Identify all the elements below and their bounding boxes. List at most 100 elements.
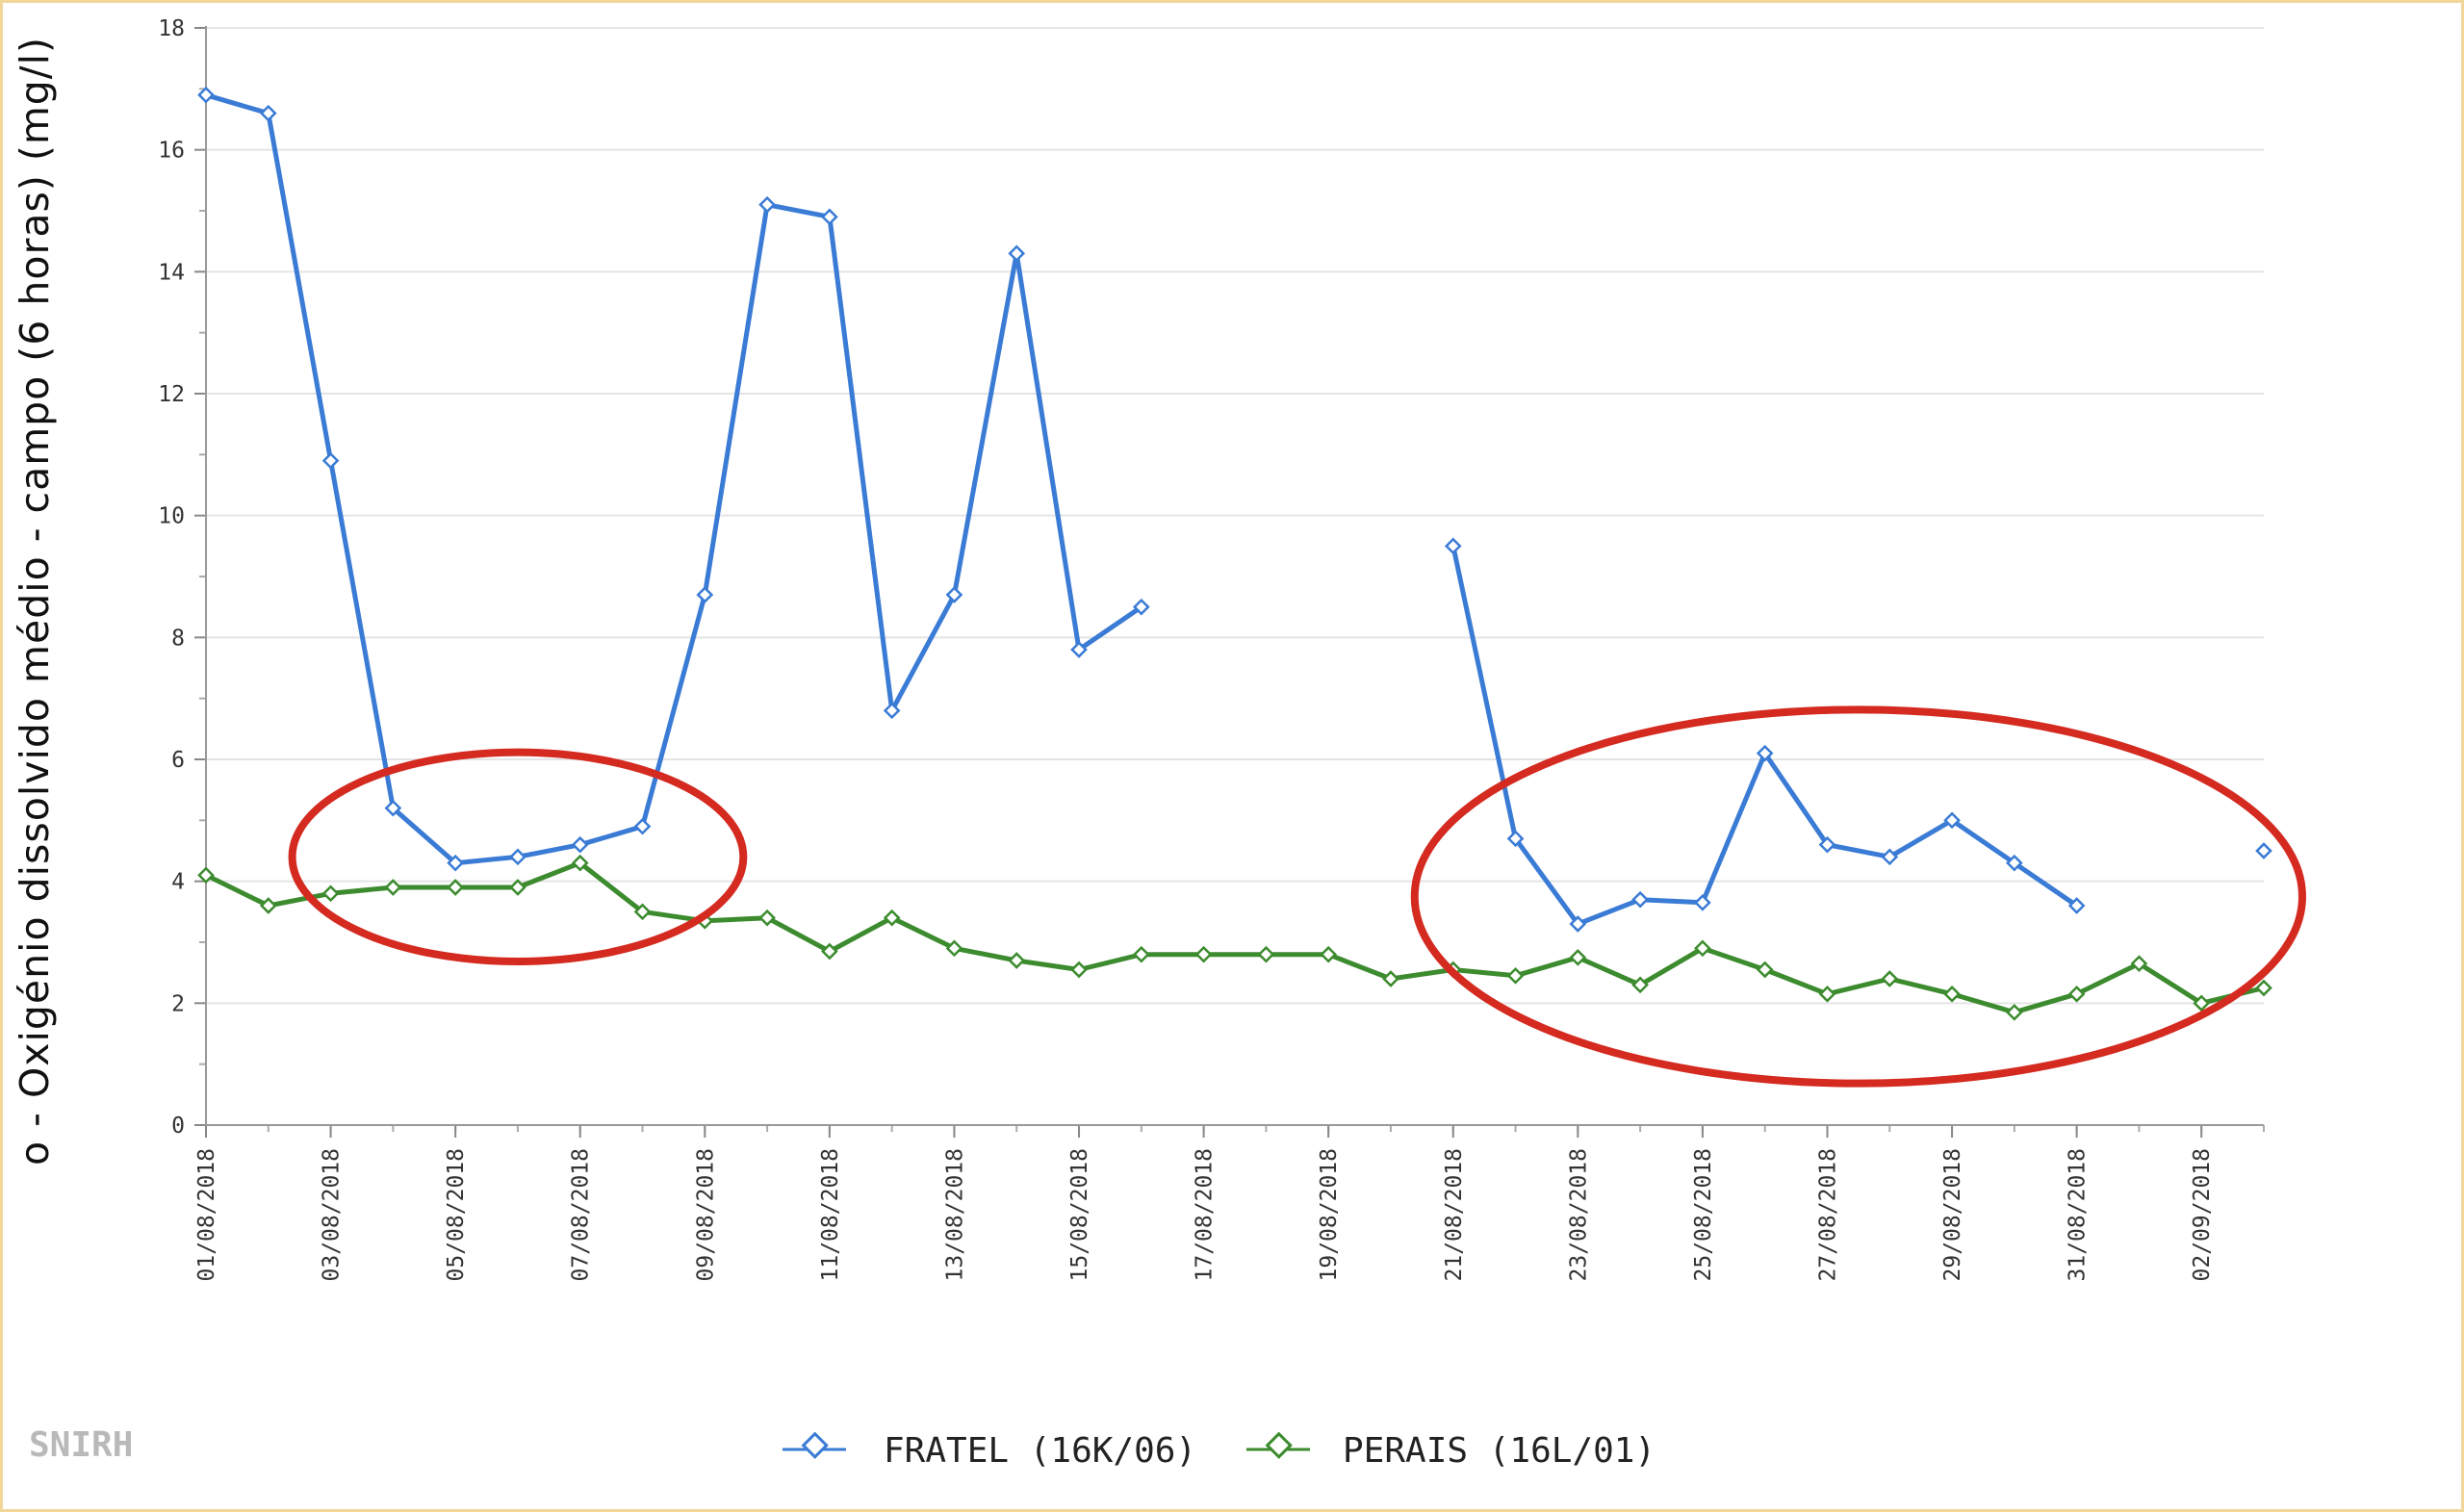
data-point xyxy=(509,879,526,896)
data-point xyxy=(945,939,963,958)
data-point xyxy=(1881,848,1899,866)
data-point xyxy=(321,884,340,903)
x-tick-label: 21/08/2018 xyxy=(1442,1148,1467,1281)
y-axis-ticks: 0 2 4 6 8 10 12 14 16 18 xyxy=(158,16,206,1139)
x-tick-label: 09/08/2018 xyxy=(693,1148,718,1281)
data-point xyxy=(1943,985,1961,1003)
data-point xyxy=(883,702,901,720)
x-axis-ticks: 01/08/2018 03/08/2018 05/08/2018 07/08/2018… xyxy=(194,1125,2265,1281)
y-tick-label: 12 xyxy=(158,382,185,407)
highlight-ellipse xyxy=(1410,705,2306,1088)
data-point xyxy=(1818,835,1836,854)
data-point xyxy=(1756,961,1774,979)
x-tick-label: 23/08/2018 xyxy=(1566,1148,1591,1281)
data-point xyxy=(821,942,838,961)
y-axis-label: o - Oxigénio dissolvido médio - campo (6… xyxy=(12,37,58,1166)
data-point xyxy=(197,866,215,884)
x-tick-label: 29/08/2018 xyxy=(1940,1148,1965,1281)
data-point xyxy=(2006,1003,2023,1021)
x-tick-label: 25/08/2018 xyxy=(1691,1148,1716,1281)
data-point xyxy=(1569,948,1587,966)
data-point xyxy=(2255,842,2272,859)
x-tick-label: 17/08/2018 xyxy=(1193,1148,1218,1281)
data-point xyxy=(945,586,963,603)
data-point xyxy=(633,903,652,921)
x-tick-label: 05/08/2018 xyxy=(444,1148,469,1281)
dissolved-oxygen-line-chart: 0 2 4 6 8 10 12 14 16 18 01/08/2018 03/08/2018 05/0… xyxy=(12,16,2306,1471)
y-tick-label: 2 xyxy=(171,991,185,1016)
data-point xyxy=(1132,945,1150,963)
data-point xyxy=(384,799,402,817)
grid-lines xyxy=(206,27,2264,1005)
y-tick-label: 8 xyxy=(171,626,185,651)
data-point xyxy=(2255,979,2272,997)
y-tick-label: 10 xyxy=(158,504,185,529)
y-tick-label: 6 xyxy=(171,748,185,773)
legend-marker-perais xyxy=(1265,1431,1293,1459)
data-point xyxy=(821,208,838,226)
data-point xyxy=(571,835,589,854)
x-tick-label: 03/08/2018 xyxy=(320,1148,345,1281)
x-tick-label: 11/08/2018 xyxy=(818,1148,843,1281)
x-tick-label: 31/08/2018 xyxy=(2066,1148,2091,1281)
data-point xyxy=(447,854,464,872)
data-point xyxy=(1694,893,1711,911)
data-point xyxy=(1008,244,1026,263)
data-point xyxy=(2130,955,2148,973)
data-point xyxy=(1320,945,1338,963)
data-point xyxy=(197,86,215,104)
data-point xyxy=(1194,945,1213,963)
highlight-ellipse xyxy=(288,748,748,965)
data-point xyxy=(2193,994,2211,1012)
series-0 xyxy=(197,86,2272,933)
data-point xyxy=(1257,945,1275,963)
data-point xyxy=(259,104,277,122)
x-tick-label: 19/08/2018 xyxy=(1317,1148,1342,1281)
legend-item-fratel: FRATEL (16K/06) xyxy=(783,1431,1196,1471)
data-point xyxy=(758,195,776,214)
data-point xyxy=(1569,915,1587,933)
data-point xyxy=(1132,598,1150,616)
data-point xyxy=(1070,641,1088,658)
x-tick-label: 15/08/2018 xyxy=(1067,1148,1092,1281)
x-tick-label: 27/08/2018 xyxy=(1815,1148,1840,1281)
data-point xyxy=(571,854,589,872)
y-tick-label: 14 xyxy=(158,260,185,285)
data-point xyxy=(883,909,901,927)
data-point xyxy=(2006,854,2023,872)
brand-watermark: SNIRH xyxy=(29,1425,133,1465)
legend: FRATEL (16K/06) PERAIS (16L/01) xyxy=(783,1431,1656,1471)
data-point xyxy=(1881,970,1899,987)
data-point xyxy=(1070,961,1088,979)
data-point xyxy=(1818,985,1836,1003)
legend-item-perais: PERAIS (16L/01) xyxy=(1246,1431,1656,1471)
x-tick-label: 02/09/2018 xyxy=(2190,1148,2215,1281)
series-line-segment xyxy=(205,92,1143,866)
series-layer xyxy=(197,86,2272,1021)
data-point xyxy=(321,451,340,470)
highlight-ellipses xyxy=(288,705,2306,1088)
data-point xyxy=(1506,966,1525,985)
legend-label-fratel: FRATEL (16K/06) xyxy=(884,1431,1196,1471)
series-line-segment xyxy=(1450,545,2079,927)
y-tick-label: 0 xyxy=(171,1114,185,1139)
y-tick-label: 18 xyxy=(158,16,185,41)
y-tick-label: 4 xyxy=(171,870,185,895)
data-point xyxy=(509,848,526,866)
data-point xyxy=(1382,970,1399,987)
data-point xyxy=(1506,830,1525,848)
x-tick-label: 01/08/2018 xyxy=(194,1148,219,1281)
data-point xyxy=(1943,811,1961,830)
x-tick-label: 07/08/2018 xyxy=(569,1148,594,1281)
data-point xyxy=(1694,939,1711,958)
series-line-segment xyxy=(204,860,2265,1015)
data-point xyxy=(1008,952,1026,969)
data-point xyxy=(2067,985,2086,1003)
data-point xyxy=(2067,897,2086,914)
axes xyxy=(205,26,2264,1126)
legend-label-perais: PERAIS (16L/01) xyxy=(1343,1431,1656,1471)
y-tick-label: 16 xyxy=(158,139,185,164)
x-tick-label: 13/08/2018 xyxy=(942,1148,967,1281)
data-point xyxy=(1631,890,1649,909)
